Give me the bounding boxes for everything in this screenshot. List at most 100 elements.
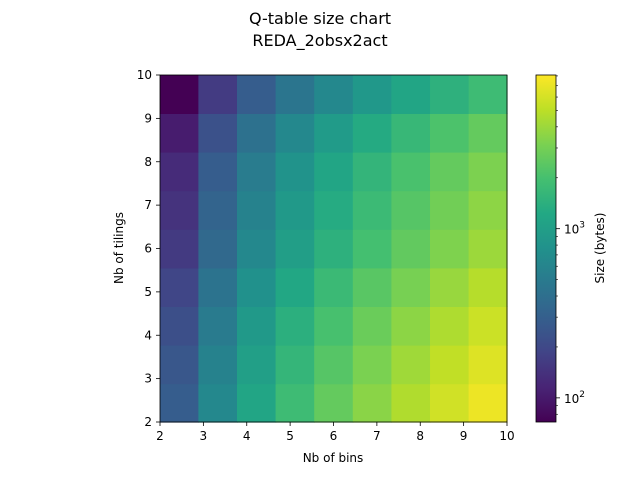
heatmap-cell — [468, 383, 508, 423]
x-axis-ticks: 2 3 4 5 6 7 8 9 10 — [156, 422, 515, 443]
y-tick-label: 7 — [144, 198, 152, 212]
heatmap-cell — [236, 229, 277, 269]
heatmap-cell — [352, 190, 392, 230]
heatmap-cell — [314, 306, 354, 346]
colorbar — [536, 75, 556, 422]
x-tick-label: 3 — [200, 429, 208, 443]
heatmap-cell — [468, 75, 508, 114]
y-axis-ticks: 2 3 4 5 6 7 8 9 10 — [137, 68, 160, 429]
heatmap-cell — [352, 383, 392, 423]
chart-subtitle: REDA_2obsx2act — [252, 31, 387, 51]
heatmap-cell — [236, 267, 277, 307]
heatmap-cell — [275, 383, 315, 423]
heatmap-cell — [198, 113, 238, 153]
y-tick-label: 9 — [144, 111, 152, 125]
heatmap-cell — [160, 267, 199, 307]
heatmap-cell — [314, 383, 354, 423]
y-tick-label: 6 — [144, 242, 152, 256]
heatmap-cell — [160, 113, 199, 153]
heatmap-cell — [352, 267, 392, 307]
colorbar-tick-label: 102 — [564, 390, 585, 406]
y-tick-label: 4 — [144, 328, 152, 342]
chart-title: Q-table size chart — [249, 9, 391, 28]
heatmap-cell — [198, 383, 238, 423]
heatmap-cell — [468, 345, 508, 385]
x-tick-label: 2 — [156, 429, 164, 443]
heatmap-cell — [391, 190, 431, 230]
heatmap-cell — [468, 229, 508, 269]
heatmap-cell — [391, 151, 431, 192]
y-tick-label: 5 — [144, 285, 152, 299]
y-tick-label: 3 — [144, 372, 152, 386]
heatmap-cell — [275, 306, 315, 346]
heatmap-cell — [314, 151, 354, 192]
heatmap-cell — [430, 267, 470, 307]
heatmap-cell — [314, 113, 354, 153]
heatmap-cell — [352, 306, 392, 346]
heatmap-cell — [391, 113, 431, 153]
heatmap-cell — [236, 383, 277, 423]
heatmap-cell — [352, 229, 392, 269]
y-tick-label: 8 — [144, 155, 152, 169]
y-tick-label: 10 — [137, 68, 152, 82]
heatmap-cell — [391, 345, 431, 385]
heatmap-cell — [430, 345, 470, 385]
heatmap-cell — [275, 267, 315, 307]
heatmap-cell — [314, 229, 354, 269]
heatmap-cell — [275, 151, 315, 192]
heatmap-cell — [391, 229, 431, 269]
colorbar-frame — [535, 74, 557, 423]
heatmap-cell — [275, 190, 315, 230]
heatmap-cell — [198, 306, 238, 346]
heatmap-cell — [430, 190, 470, 230]
heatmap-cell — [468, 190, 508, 230]
heatmap-cell — [468, 151, 508, 192]
heatmap-cell — [275, 229, 315, 269]
heatmap-cells — [160, 75, 508, 423]
heatmap-cell — [198, 151, 238, 192]
heatmap-cell — [430, 75, 470, 114]
heatmap-cell — [352, 345, 392, 385]
heatmap-cell — [391, 383, 431, 423]
heatmap-cell — [236, 306, 277, 346]
colorbar-ticks: 102 103 — [556, 75, 585, 415]
heatmap-cell — [314, 190, 354, 230]
heatmap-cell — [391, 75, 431, 114]
heatmap-cell — [160, 190, 199, 230]
heatmap-cell — [236, 75, 277, 114]
heatmap-cell — [275, 75, 315, 114]
heatmap-cell — [468, 306, 508, 346]
y-tick-label: 2 — [144, 415, 152, 429]
heatmap-cell — [314, 345, 354, 385]
heatmap-cell — [160, 229, 199, 269]
heatmap-cell — [198, 345, 238, 385]
heatmap-cell — [198, 190, 238, 230]
x-axis-label: Nb of bins — [303, 451, 364, 465]
heatmap-cell — [430, 306, 470, 346]
heatmap-cell — [430, 113, 470, 153]
heatmap-cell — [430, 383, 470, 423]
heatmap-cell — [236, 190, 277, 230]
heatmap-cell — [160, 383, 199, 423]
heatmap-cell — [352, 113, 392, 153]
heatmap-cell — [198, 75, 238, 114]
x-tick-label: 10 — [499, 429, 514, 443]
y-axis-label: Nb of tilings — [112, 212, 126, 284]
heatmap-cell — [314, 75, 354, 114]
x-tick-label: 7 — [373, 429, 381, 443]
heatmap-cell — [352, 75, 392, 114]
heatmap-cell — [236, 113, 277, 153]
x-tick-label: 5 — [286, 429, 294, 443]
heatmap-cell — [275, 113, 315, 153]
heatmap-cell — [468, 113, 508, 153]
x-tick-label: 4 — [243, 429, 251, 443]
heatmap-cell — [160, 306, 199, 346]
x-tick-label: 9 — [460, 429, 468, 443]
heatmap-cell — [275, 345, 315, 385]
heatmap-cell — [160, 151, 199, 192]
heatmap-cell — [198, 267, 238, 307]
heatmap-cell — [352, 151, 392, 192]
x-tick-label: 8 — [416, 429, 424, 443]
heatmap-cell — [236, 151, 277, 192]
